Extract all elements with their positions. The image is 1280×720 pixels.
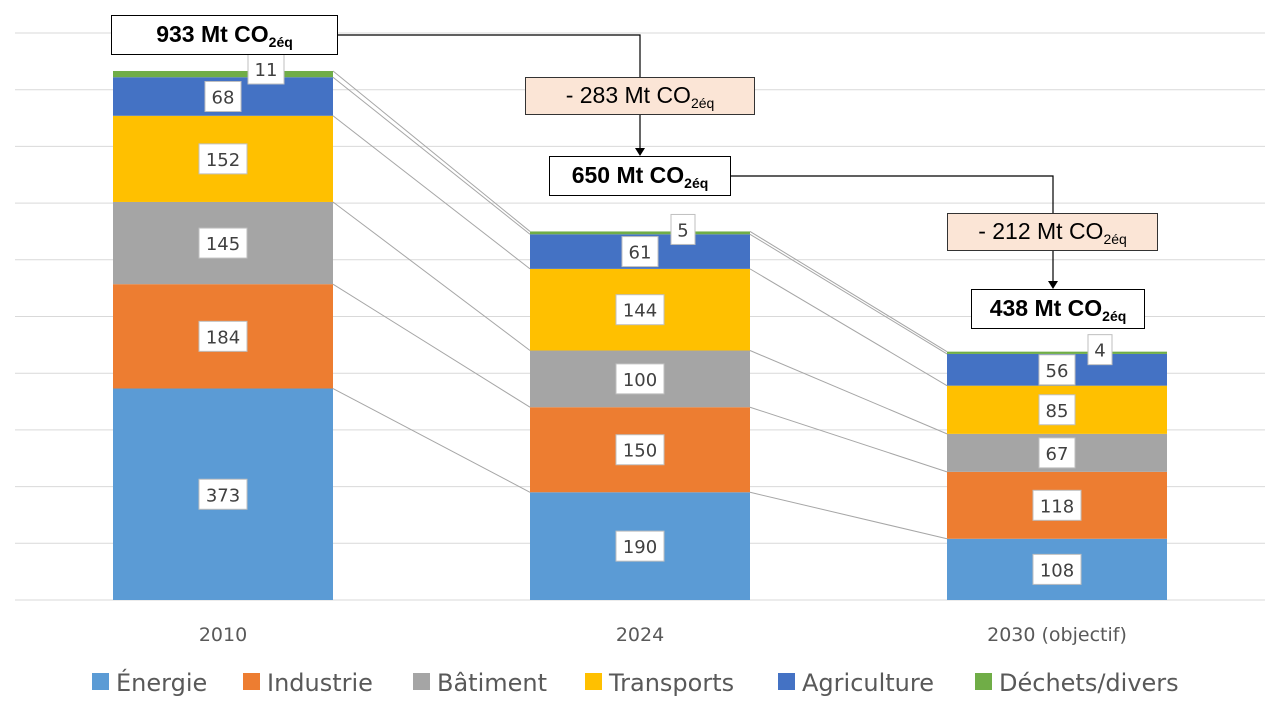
data-labels: 3731901081841501181451006715214485686156…	[198, 53, 1113, 585]
series-line-5	[332, 70, 531, 232]
bar-segment	[530, 231, 750, 235]
series-line-4	[332, 76, 531, 235]
x-tick-label: 2010	[199, 624, 247, 646]
series-line-3	[749, 268, 948, 387]
x-tick-label: 2024	[616, 624, 664, 646]
data-label-box	[247, 53, 285, 85]
legend-swatch	[413, 673, 430, 690]
data-label-box	[1038, 437, 1076, 469]
data-label-box	[615, 530, 665, 562]
data-label-box	[1038, 354, 1076, 386]
data-label: 56	[1046, 361, 1069, 382]
data-label: 5	[677, 220, 688, 241]
legend-swatch	[92, 673, 109, 690]
data-label-box	[1087, 334, 1113, 366]
legend-swatch	[975, 673, 992, 690]
data-label-box	[621, 236, 659, 268]
x-axis-ticks: 2010 2024 2030 (objectif)	[199, 624, 1127, 646]
data-label: 100	[623, 370, 657, 391]
legend-label: Industrie	[267, 669, 373, 697]
series-line-1	[332, 283, 531, 408]
data-label: 150	[623, 441, 657, 462]
series-line-4	[749, 233, 948, 355]
data-label: 68	[212, 88, 235, 109]
data-label: 184	[206, 327, 240, 348]
data-label-box	[1038, 394, 1076, 426]
data-label-box	[615, 363, 665, 395]
arrow-head-icon	[635, 148, 645, 156]
reduction-box: - 212 Mt CO2éq	[947, 213, 1158, 251]
legend: Énergie Industrie Bâtiment Transports Agricu…	[92, 668, 1179, 697]
bar-segment	[113, 70, 333, 78]
x-tick-label: 2030 (objectif)	[987, 624, 1127, 646]
legend-label: Transports	[608, 669, 734, 697]
data-label: 118	[1040, 496, 1074, 517]
legend-swatch	[585, 673, 602, 690]
data-label: 11	[255, 60, 278, 81]
series-line-2	[749, 350, 948, 435]
data-label: 190	[623, 537, 657, 558]
data-label: 145	[206, 234, 240, 255]
data-label: 85	[1046, 401, 1069, 422]
total-emissions-box: 650 Mt CO2éq	[549, 156, 731, 196]
series-line-2	[332, 201, 531, 351]
data-label: 152	[206, 150, 240, 171]
data-label-box	[615, 294, 665, 326]
series-line-3	[332, 115, 531, 270]
arrow-head-icon	[1048, 281, 1058, 289]
data-label-box	[198, 478, 248, 510]
data-label: 61	[629, 243, 652, 264]
reduction-box: - 283 Mt CO2éq	[525, 77, 755, 115]
series-line-0	[332, 388, 531, 493]
legend-label: Bâtiment	[437, 669, 547, 697]
legend-swatch	[778, 673, 795, 690]
total-emissions-box: 933 Mt CO2éq	[111, 15, 338, 55]
legend-label: Déchets/divers	[999, 669, 1179, 697]
data-label-box	[1032, 489, 1082, 521]
data-label: 108	[1040, 560, 1074, 581]
series-line-0	[749, 491, 948, 540]
data-label-box	[198, 143, 248, 175]
data-label-box	[198, 320, 248, 352]
data-label-box	[1032, 553, 1082, 585]
data-label-box	[615, 434, 665, 466]
data-label: 4	[1094, 341, 1105, 362]
bar-segment	[947, 351, 1167, 354]
series-connector-lines	[332, 70, 948, 540]
series-line-5	[749, 231, 948, 353]
legend-label: Énergie	[116, 668, 207, 697]
series-line-1	[749, 406, 948, 473]
data-label: 373	[206, 485, 240, 506]
legend-label: Agriculture	[802, 669, 934, 697]
legend-swatch	[243, 673, 260, 690]
total-emissions-box: 438 Mt CO2éq	[971, 289, 1145, 329]
data-label-box	[204, 81, 242, 113]
data-label: 144	[623, 301, 657, 322]
data-label: 67	[1046, 444, 1069, 465]
data-label-box	[670, 213, 696, 245]
data-label-box	[198, 227, 248, 259]
